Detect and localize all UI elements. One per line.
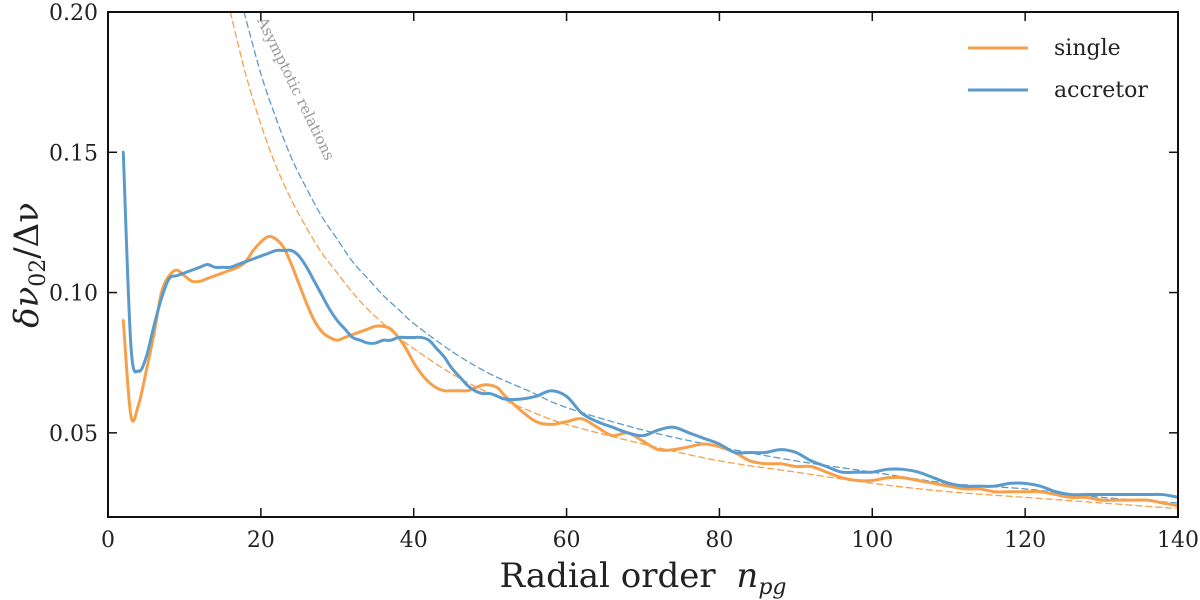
ticks-layer — [107, 11, 1179, 517]
x-tick-label: 40 — [400, 528, 428, 553]
y-axis-label-subscript: 02 — [26, 259, 51, 287]
x-axis-label-symbol: n — [736, 556, 758, 596]
y-axis-label-delta: δν — [7, 287, 47, 328]
x-tick-label: 120 — [1004, 528, 1046, 553]
series-line-accretor-asymptotic — [243, 12, 1178, 504]
legend-label-single: single — [1054, 36, 1121, 61]
x-tick-label: 140 — [1157, 528, 1199, 553]
x-axis-label-subscript: pg — [758, 575, 786, 600]
series-line-single-asymptotic — [229, 12, 1178, 510]
y-tick-label: 0.05 — [49, 422, 98, 447]
plot-frame — [107, 11, 1179, 518]
legend-label-accretor: accretor — [1054, 78, 1148, 103]
x-tick-label: 60 — [553, 528, 581, 553]
y-tick-label: 0.15 — [49, 141, 98, 166]
y-tick-label: 0.10 — [49, 282, 98, 307]
x-tick-label: 0 — [101, 528, 115, 553]
x-axis-label: Radial order npg — [500, 556, 787, 600]
series-line-accretor — [121, 150, 1178, 499]
y-axis-label: δν02/Δν — [7, 202, 51, 328]
x-tick-label: 80 — [705, 528, 733, 553]
x-axis-label-text: Radial order — [500, 556, 717, 596]
x-tick-label: 100 — [851, 528, 893, 553]
x-tick-label: 20 — [247, 528, 275, 553]
series-layer — [121, 12, 1178, 510]
tick-labels-layer: 0 20 40 60 80 100 120 140 0.05 0.10 0.15 0.20 — [49, 1, 1199, 553]
series-line-single — [121, 234, 1178, 508]
legend: single accretor — [968, 36, 1148, 103]
y-tick-label: 0.20 — [49, 1, 98, 26]
y-axis-label-rest: /Δν — [7, 202, 47, 259]
